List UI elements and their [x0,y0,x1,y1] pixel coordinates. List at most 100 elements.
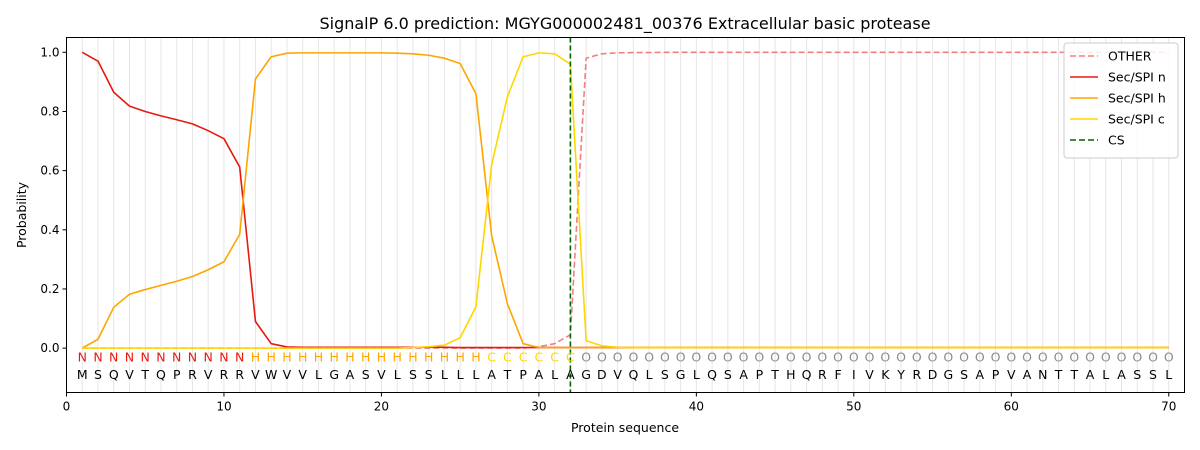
region-label: N [156,349,165,364]
chart-title: SignalP 6.0 prediction: MGYG000002481_00… [319,14,930,34]
region-label: O [597,349,607,364]
region-label: H [440,349,449,364]
series-lines [81,37,1169,393]
legend-label: OTHER [1108,49,1152,64]
region-label: H [329,349,338,364]
residue-label: L [315,367,322,382]
region-label: H [345,349,354,364]
region-label: H [282,349,291,364]
residue-label: Y [896,367,905,382]
y-tick-label: 0.4 [40,223,59,237]
region-label: O [865,349,875,364]
residue-label: V [377,367,386,382]
residue-label: Q [707,367,717,382]
residue-label: Q [109,367,119,382]
residue-label: T [1054,367,1063,382]
residue-label: I [852,367,856,382]
plot-frame [66,37,1185,393]
legend-label: Sec/SPI n [1108,70,1166,85]
region-label: O [880,349,890,364]
region-label: O [817,349,827,364]
residue-label: V [125,367,134,382]
residue-label: M [77,367,88,382]
residue-label: A [346,367,355,382]
region-label: O [786,349,796,364]
region-label: H [424,349,433,364]
residue-label: F [834,367,841,382]
y-tick-label: 0.2 [40,282,59,296]
region-label: O [849,349,859,364]
residue-label: D [597,367,607,382]
region-label: O [1038,349,1048,364]
region-label: H [314,349,323,364]
residue-label: Q [628,367,638,382]
residue-label: P [173,367,181,382]
residue-label: R [912,367,921,382]
residue-label: D [928,367,938,382]
region-label: N [235,349,244,364]
region-label: N [78,349,87,364]
residue-label: H [786,367,795,382]
residue-label: S [409,367,417,382]
residue-label: S [1133,367,1141,382]
region-label: O [975,349,985,364]
region-label: C [519,349,528,364]
series-line-sec-spi-c [82,52,1169,349]
residue-label: V [298,367,307,382]
y-tick-label: 1.0 [40,45,59,59]
residue-label: S [362,367,370,382]
residue-label: V [613,367,622,382]
residue-label: R [235,367,244,382]
region-label: N [141,349,150,364]
residue-label: G [581,367,591,382]
residue-label: G [329,367,339,382]
residue-label: S [1149,367,1157,382]
residue-label: A [1086,367,1095,382]
region-label: O [802,349,812,364]
residue-label: S [960,367,968,382]
region-label: O [1006,349,1016,364]
region-label: C [550,349,559,364]
x-tick-label: 30 [531,400,546,414]
region-label: H [392,349,401,364]
x-tick-label: 0 [63,400,71,414]
region-label: O [1085,349,1095,364]
region-label: H [251,349,260,364]
residue-label: L [1165,367,1172,382]
region-label: O [1022,349,1032,364]
y-axis-label: Probability [14,181,29,248]
residue-label: A [739,367,748,382]
residue-label: R [220,367,229,382]
region-label: O [912,349,922,364]
residue-label: L [472,367,479,382]
residue-label: L [457,367,464,382]
region-label: O [770,349,780,364]
x-tick-label: 60 [1004,400,1019,414]
residue-label: A [487,367,496,382]
region-label: N [172,349,181,364]
residue-label: L [646,367,653,382]
legend-label: CS [1108,133,1125,148]
residue-label: V [1007,367,1016,382]
region-label: O [1054,349,1064,364]
residue-label: Q [156,367,166,382]
residue-label: N [1038,367,1047,382]
residue-label: V [204,367,213,382]
legend-label: Sec/SPI c [1108,112,1165,127]
region-label: O [707,349,717,364]
region-label: O [833,349,843,364]
sequence-labels: NMNSNQNVNTNQNPNRNVNRNRHVHWHVHVHLHGHAHSHV… [77,349,1174,382]
residue-label: T [1069,367,1078,382]
region-label: N [93,349,102,364]
region-label: O [644,349,654,364]
residue-label: G [943,367,953,382]
region-label: N [188,349,197,364]
region-label: O [959,349,969,364]
region-label: H [408,349,417,364]
x-tick-label: 10 [216,400,231,414]
residue-label: T [140,367,149,382]
region-label: H [267,349,276,364]
legend-label: Sec/SPI h [1108,91,1166,106]
y-tick-label: 0.8 [40,104,59,118]
